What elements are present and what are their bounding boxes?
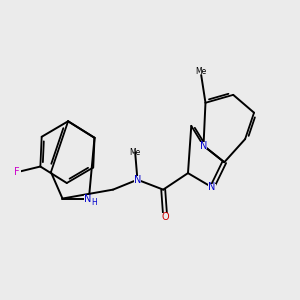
Bar xyxy=(162,213,169,221)
Text: N: N xyxy=(134,175,141,185)
Text: N: N xyxy=(84,194,91,203)
Text: H: H xyxy=(92,198,98,207)
Text: O: O xyxy=(161,212,169,222)
Bar xyxy=(200,142,207,149)
Bar xyxy=(84,195,94,202)
Text: Me: Me xyxy=(130,148,141,157)
Text: N: N xyxy=(208,182,216,192)
Bar xyxy=(134,176,141,183)
Text: N: N xyxy=(200,141,207,151)
Text: F: F xyxy=(14,167,20,177)
Bar xyxy=(208,184,216,191)
Bar xyxy=(14,169,21,176)
Text: Me: Me xyxy=(196,67,207,76)
